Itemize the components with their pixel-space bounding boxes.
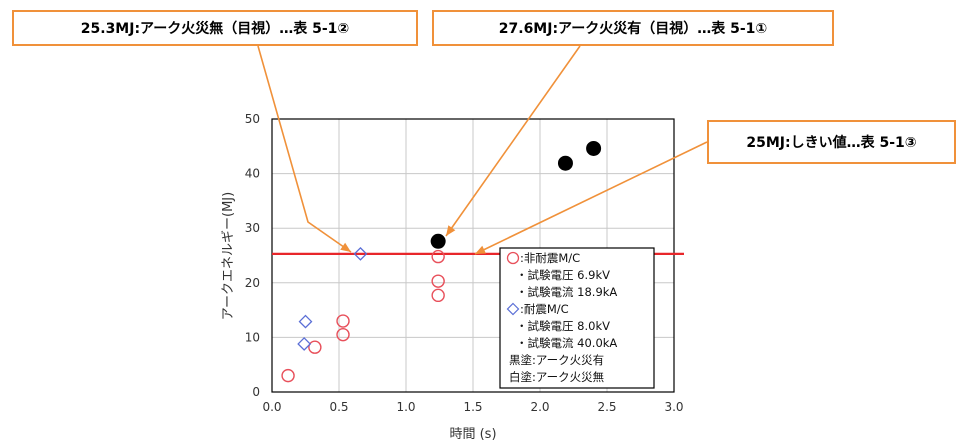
arrow-head	[446, 225, 455, 236]
legend-entry: ・試験電流 40.0kA	[516, 336, 617, 350]
marker-arc-fire	[587, 141, 601, 155]
x-tick-label: 3.0	[664, 400, 683, 414]
marker-seismic	[300, 316, 312, 328]
marker-non-seismic	[282, 370, 294, 382]
marker-arc-fire	[558, 156, 572, 170]
legend-entry: 黒塗:アーク火災有	[509, 353, 604, 367]
y-tick-label: 20	[245, 276, 260, 290]
marker-arc-fire	[431, 234, 445, 248]
marker-non-seismic	[432, 289, 444, 301]
arrow-threshold	[475, 142, 707, 254]
legend-entry: ・試験電圧 6.9kV	[516, 268, 610, 282]
y-axis-label: アークエネルギー(MJ)	[221, 192, 236, 320]
y-tick-label: 0	[252, 385, 260, 399]
x-tick-label: 0.5	[329, 400, 348, 414]
marker-non-seismic	[432, 251, 444, 263]
legend-entry: :耐震M/C	[520, 302, 569, 316]
x-tick-label: 1.0	[396, 400, 415, 414]
x-tick-label: 0.0	[262, 400, 281, 414]
marker-non-seismic	[432, 275, 444, 287]
legend-entry: :非耐震M/C	[520, 251, 580, 265]
callout-arrows	[258, 46, 707, 254]
y-tick-label: 10	[245, 330, 260, 344]
x-axis-label: 時間 (s)	[449, 427, 496, 442]
marker-non-seismic	[309, 341, 321, 353]
legend-entry: ・試験電圧 8.0kV	[516, 319, 610, 333]
legend: :非耐震M/C ・試験電圧 6.9kV ・試験電流 18.9kA :耐震M/C ・試験電…	[500, 248, 654, 388]
x-tick-label: 1.5	[463, 400, 482, 414]
y-tick-label: 50	[245, 112, 260, 126]
y-tick-label: 40	[245, 167, 260, 181]
legend-entry: 白塗:アーク火災無	[509, 370, 605, 384]
arrow-line	[446, 46, 580, 236]
arrow-head	[340, 243, 351, 252]
x-tick-label: 2.0	[530, 400, 549, 414]
legend-entry: ・試験電流 18.9kA	[516, 285, 617, 299]
y-tick-label: 30	[245, 221, 260, 235]
arrow-line	[475, 142, 707, 254]
arrow-fire	[446, 46, 580, 236]
x-tick-label: 2.5	[597, 400, 616, 414]
